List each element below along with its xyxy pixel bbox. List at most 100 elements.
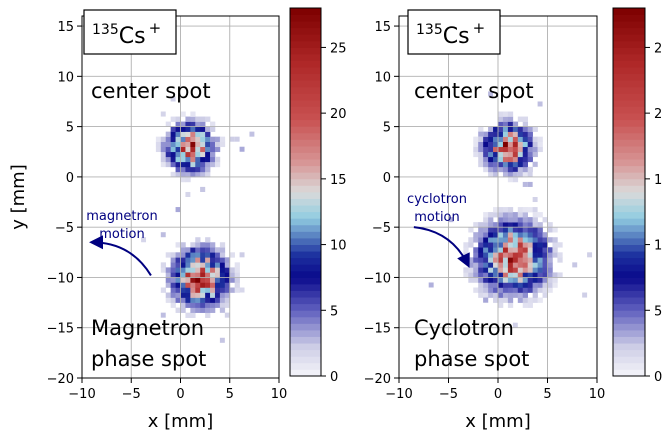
heatmap-cell — [170, 262, 176, 268]
annotation-text: motion — [414, 210, 460, 225]
heatmap-cell — [180, 267, 186, 273]
colorbar-frame — [289, 7, 322, 377]
heatmap-cell — [517, 252, 524, 258]
heatmap-cell — [473, 136, 479, 142]
heatmap-cell — [478, 161, 484, 168]
heatmap-cell — [493, 156, 499, 163]
y-tick-label: −15 — [47, 322, 74, 337]
heatmap-cell — [478, 262, 484, 268]
heatmap-cell — [498, 111, 504, 117]
heatmap-cell — [160, 141, 167, 148]
colorbar-segment — [290, 356, 321, 364]
colorbar-segment — [613, 224, 645, 232]
colorbar-tick-label: 0 — [330, 370, 338, 385]
heatmap-cell — [175, 116, 181, 122]
heatmap-cell — [507, 207, 514, 213]
heatmap-cell — [527, 257, 533, 263]
heatmap-cell — [468, 227, 474, 233]
heatmap-cell — [493, 171, 499, 178]
heatmap-cell — [522, 297, 528, 303]
heatmap-cell — [507, 262, 514, 268]
heatmap-cell — [537, 237, 543, 243]
heatmap-cell — [522, 242, 528, 248]
heatmap-cell — [532, 161, 538, 167]
colorbar-segment — [290, 257, 321, 265]
heatmap-cell — [512, 141, 519, 148]
heatmap-cell — [478, 242, 484, 248]
heatmap-cell — [200, 151, 206, 158]
heatmap-cell — [493, 227, 499, 233]
colorbar-segment — [290, 290, 321, 298]
colorbar-segment — [290, 205, 321, 213]
heatmap-cell — [195, 146, 201, 153]
heatmap-cell — [180, 146, 186, 153]
colorbar-segment — [290, 14, 321, 22]
heatmap-cell — [473, 277, 479, 283]
heatmap-cell — [160, 312, 166, 318]
heatmap-cell — [502, 171, 509, 178]
heatmap-cell — [205, 272, 211, 278]
heatmap-cell — [195, 247, 201, 253]
heatmap-cell — [527, 166, 533, 173]
heatmap-cell — [517, 156, 524, 163]
colorbar-segment — [290, 349, 321, 357]
heatmap-cell — [155, 136, 162, 142]
ion-charge: + — [473, 19, 486, 37]
heatmap-cell — [190, 277, 196, 283]
heatmap-cell — [517, 207, 524, 213]
heatmap-cell — [175, 146, 181, 153]
heatmap-cell — [175, 126, 181, 132]
heatmap-cell — [175, 166, 181, 173]
heatmap-cell — [210, 272, 216, 278]
heatmap-cell — [537, 101, 543, 107]
heatmap-cell — [532, 217, 538, 223]
colorbar-segment — [613, 290, 645, 298]
heatmap-cell — [502, 277, 509, 283]
heatmap-cell — [512, 222, 519, 228]
heatmap-cell — [175, 277, 181, 283]
colorbar-segment — [290, 251, 321, 259]
colorbar-segment — [613, 165, 645, 173]
heatmap-cell — [507, 217, 514, 223]
colorbar-tick-label: 15 — [330, 173, 347, 188]
ion-mass: 135 — [416, 22, 443, 38]
heatmap-cell — [498, 237, 504, 243]
heatmap-cell — [537, 146, 543, 153]
heatmap-cell — [512, 262, 519, 268]
heatmap-cell — [229, 272, 235, 278]
heatmap-cell — [190, 262, 196, 268]
heatmap-cell — [224, 297, 231, 303]
heatmap-cell — [488, 237, 494, 243]
heatmap-cell — [527, 242, 533, 248]
colorbar-segment — [613, 178, 645, 186]
heatmap-cell — [165, 156, 171, 163]
colorbar-segment — [613, 192, 645, 199]
colorbar-segment — [290, 316, 321, 324]
heatmap-cell — [210, 302, 216, 308]
heatmap-cell — [537, 212, 543, 218]
heatmap-cell — [537, 141, 543, 148]
heatmap-cell — [527, 136, 533, 142]
heatmap-cell — [170, 282, 176, 288]
heatmap-cell — [498, 262, 504, 268]
heatmap-cell — [205, 116, 211, 122]
colorbar-segment — [290, 178, 321, 186]
heatmap-cell — [478, 247, 484, 253]
heatmap-cell — [488, 131, 494, 137]
x-tick-label: 0 — [494, 387, 502, 402]
heatmap-cell — [190, 282, 196, 288]
heatmap-cell — [200, 116, 206, 122]
heatmap-cell — [473, 222, 479, 228]
colorbar-segment — [613, 251, 645, 259]
heatmap-cell — [517, 297, 524, 303]
heatmap-cell — [175, 171, 181, 178]
heatmap-cells — [141, 96, 255, 343]
heatmap-cell — [527, 141, 533, 148]
colorbar-segment — [290, 8, 321, 15]
heatmap-cell — [493, 136, 499, 142]
heatmap-cell — [552, 272, 558, 278]
heatmap-cell — [210, 136, 216, 142]
heatmap-cell — [493, 272, 499, 278]
heatmap-cell — [195, 267, 201, 273]
ion-symbol: Cs — [119, 24, 146, 49]
